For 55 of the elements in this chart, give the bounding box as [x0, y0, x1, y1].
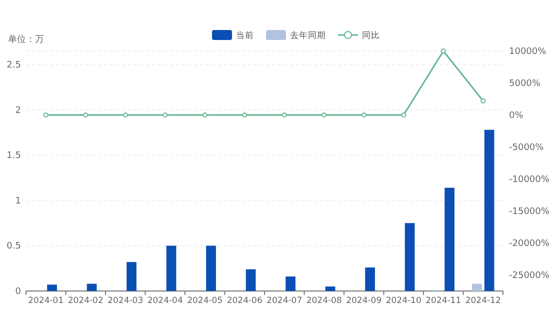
legend-label: 去年同期: [290, 30, 326, 41]
x-tick-label: 2024-03: [108, 296, 144, 306]
y2-tick-label: -20000%: [509, 239, 550, 249]
x-tick-label: 2024-07: [266, 296, 302, 306]
bar: [246, 269, 256, 291]
x-tick-label: 2024-04: [147, 296, 183, 306]
y-tick-label: 0.5: [6, 242, 21, 252]
bar: [86, 284, 97, 291]
bar: [206, 246, 216, 291]
y2-tick-label: -25000%: [509, 271, 550, 281]
y2-tick-label: 5000%: [509, 79, 541, 89]
bar: [47, 284, 57, 291]
bar: [286, 276, 296, 291]
bar: [472, 284, 482, 291]
point: [202, 112, 208, 118]
bar: [126, 262, 136, 291]
point: [361, 112, 366, 118]
y-tick-label: 1: [15, 196, 21, 206]
x-tick-label: 2024-11: [426, 296, 462, 306]
point: [322, 112, 327, 118]
y-tick-label: 1.5: [6, 151, 21, 162]
point: [480, 98, 486, 104]
x-tick-label: 2024-06: [226, 296, 262, 306]
y-axis-title: 单位：万: [8, 34, 44, 45]
point: [440, 48, 446, 54]
x-tick-label: 2024-05: [187, 296, 223, 306]
bar: [166, 246, 176, 291]
x-tick-label: 2024-12: [465, 296, 501, 306]
x-tick-label: 2024-08: [306, 296, 342, 306]
point: [282, 112, 287, 118]
legend-label: 同比: [362, 30, 380, 41]
y-tick-label: 2: [15, 106, 21, 116]
point: [401, 112, 406, 118]
x-tick-label: 2024-01: [28, 296, 64, 306]
bar: [444, 188, 454, 291]
point: [83, 112, 88, 118]
y2-tick-label: -5000%: [509, 143, 544, 153]
point: [242, 112, 248, 118]
y2-tick-label: -10000%: [509, 175, 550, 185]
bar: [484, 130, 494, 291]
y-tick-label: 0: [15, 287, 22, 297]
y2-tick-label: -15000%: [509, 207, 550, 217]
x-tick-label: 2024-02: [68, 296, 104, 306]
point: [43, 112, 48, 118]
bar: [325, 286, 336, 291]
bar: [404, 223, 415, 291]
x-tick-label: 2024-09: [346, 296, 382, 306]
point: [162, 112, 168, 118]
bar: [365, 267, 375, 291]
y2-tick-label: 0%: [509, 111, 524, 121]
x-tick-label: 2024-10: [386, 296, 422, 306]
point: [122, 112, 128, 118]
y-tick-label: 2.5: [6, 60, 21, 71]
y2-tick-label: 10000%: [509, 47, 547, 57]
legend-label: 当前: [236, 30, 254, 41]
